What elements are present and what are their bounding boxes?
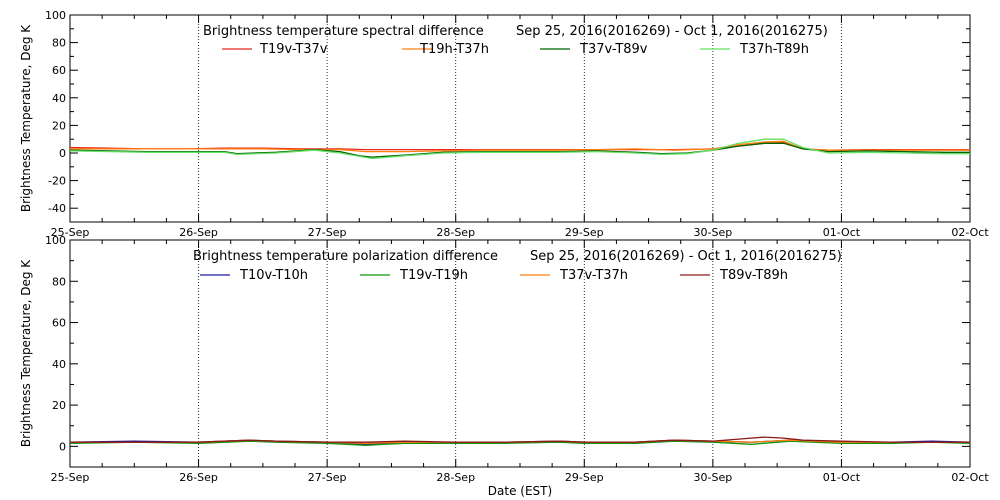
y-tick-label: -40 [48,202,66,215]
date-range: Sep 25, 2016(2016269) - Oct 1, 2016(2016… [516,24,828,39]
x-tick-label: 02-Oct [951,471,989,484]
x-tick-label: 26-Sep [179,226,218,239]
x-tick-label: 29-Sep [565,471,604,484]
x-tick-label: 30-Sep [694,226,733,239]
y-tick-label: 20 [52,399,66,412]
chart-title: Brightness temperature spectral differen… [203,24,484,39]
x-tick-label: 29-Sep [565,226,604,239]
series-line-t89v-t89h [70,436,970,443]
x-tick-label: 02-Oct [951,226,989,239]
series-line-t37h-t89h [69,138,970,160]
legend-label: T89v-T89h [719,268,788,283]
polarization-difference-panel: 0 20 40 60 80 100 25-Sep 26-Sep 27-Sep 28-Sep 29-S… [19,234,989,484]
legend-label: T19v-T37v [259,42,328,57]
legend-label: T19v-T19h [399,268,468,283]
x-tick-label: 27-Sep [308,226,347,239]
y-tick-label: 20 [52,119,66,132]
legend-label: T10v-T10h [239,268,308,283]
x-tick-label: 28-Sep [436,471,475,484]
y-tick-label: 80 [52,37,66,50]
y-tick-label: 40 [52,92,66,105]
y-tick-label: 0 [59,440,66,453]
y-tick-label: 0 [59,147,66,160]
y-tick-label: -20 [48,175,66,188]
x-tick-label: 27-Sep [308,471,347,484]
legend-label: T37v-T89v [579,42,648,57]
x-axis-label: Date (EST) [488,484,552,498]
plot-frame [69,14,971,223]
legend-label: T37h-T89h [739,42,809,57]
chart-title: Brightness temperature polarization diff… [193,249,498,264]
legend-label: T19h-T37h [419,42,489,57]
spectral-difference-panel: -40 -20 0 20 40 60 80 100 25-Sep 26-Sep 27-Sep 28-S… [19,9,989,239]
y-tick-label: 60 [52,64,66,77]
y-tick-label: 60 [52,317,66,330]
date-range: Sep 25, 2016(2016269) - Oct 1, 2016(2016… [530,249,842,264]
x-tick-label: 26-Sep [179,471,218,484]
x-tick-label: 25-Sep [51,226,90,239]
y-axis-label: Brightness Temperature, Deg K [19,24,33,212]
x-tick-label: 28-Sep [436,226,475,239]
series-line-t19h-t37h [70,140,970,153]
x-tick-label: 25-Sep [51,471,90,484]
legend-label: T37v-T37h [559,268,628,283]
series-line-t37v-t89v [69,142,970,158]
y-tick-label: 80 [52,275,66,288]
y-tick-label: 40 [52,358,66,371]
x-tick-label: 01-Oct [823,471,861,484]
series-line-t19v-t19h [69,440,971,446]
y-tick-label: 100 [45,9,66,22]
x-tick-label: 01-Oct [823,226,861,239]
y-axis-label: Brightness Temperature, Deg K [19,259,33,447]
plot-frame [69,239,971,468]
y-tick-label: 100 [45,234,66,247]
x-tick-label: 30-Sep [694,471,733,484]
